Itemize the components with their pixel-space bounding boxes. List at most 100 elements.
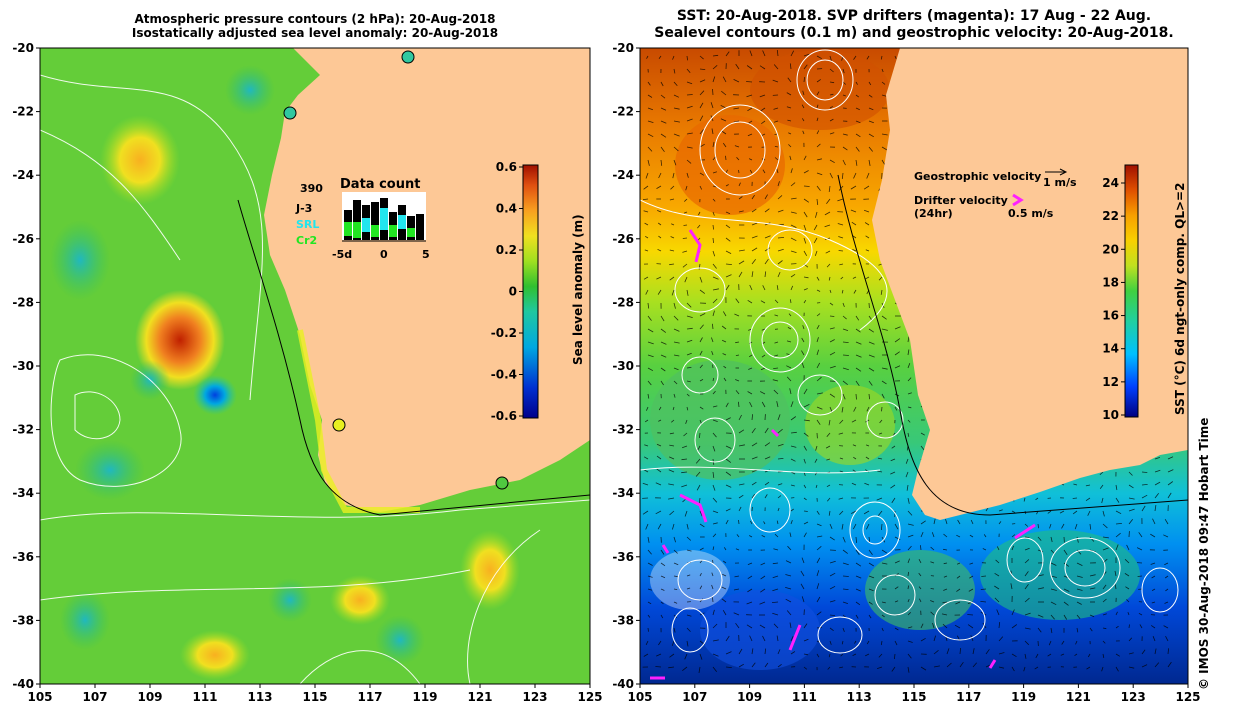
inset-tick-5: 5 bbox=[422, 248, 430, 261]
drifter-velocity-period: (24hr) bbox=[914, 207, 953, 220]
left-lat-tick: -24 bbox=[12, 168, 34, 182]
left-lat-tick: -20 bbox=[12, 41, 34, 55]
right-title-line2: Sealevel contours (0.1 m) and geostrophi… bbox=[654, 25, 1174, 41]
mission-label-cr2: Cr2 bbox=[296, 234, 317, 247]
left-lat-tick: -22 bbox=[12, 105, 34, 119]
left-lon-tick: 119 bbox=[412, 690, 437, 704]
mission-label-j3: J-3 bbox=[295, 202, 312, 215]
left-lon-tick: 109 bbox=[137, 690, 162, 704]
credit-text: © IMOS 30-Aug-2018 09:47 Hobart Time bbox=[1197, 417, 1211, 690]
left-lon-tick: 111 bbox=[192, 690, 217, 704]
right-map bbox=[640, 48, 1188, 684]
inset-tick-0: 0 bbox=[380, 248, 388, 261]
left-lon-tick: 125 bbox=[577, 690, 602, 704]
sla-colorbar-tick: 0.2 bbox=[496, 243, 517, 257]
sla-colorbar-tick: 0 bbox=[509, 285, 517, 299]
left-title-line2: Isostatically adjusted sea level anomaly… bbox=[131, 26, 499, 40]
left-lon-tick: 117 bbox=[357, 690, 382, 704]
left-lat-tick: -38 bbox=[12, 613, 34, 627]
svp-drifters bbox=[650, 229, 1036, 680]
right-lat-tick: -36 bbox=[612, 550, 634, 564]
left-lon-tick: 105 bbox=[27, 690, 52, 704]
sla-colorbar-label: Sea level anomaly (m) bbox=[571, 214, 585, 365]
data-count-total: 390 bbox=[300, 182, 323, 195]
right-lon-tick: 125 bbox=[1175, 690, 1200, 704]
sla-colorbar-tick: 0.6 bbox=[496, 160, 517, 174]
left-lon-tick: 107 bbox=[82, 690, 107, 704]
right-lat-tick: -22 bbox=[612, 105, 634, 119]
right-lat-tick: -24 bbox=[612, 168, 634, 182]
right-lon-tick: 115 bbox=[901, 690, 926, 704]
velocity-legend: Geostrophic velocity 1 m/s Drifter veloc… bbox=[914, 168, 1077, 220]
geo-velocity-label: Geostrophic velocity bbox=[914, 170, 1041, 183]
geo-arrowhead-icon bbox=[1059, 168, 1068, 176]
left-lat-tick: -36 bbox=[12, 550, 34, 564]
sst-colorbar-tick: 22 bbox=[1102, 209, 1119, 223]
sst-colorbar-tick: 10 bbox=[1102, 408, 1119, 422]
right-lon-tick: 119 bbox=[1011, 690, 1036, 704]
right-lat-tick: -30 bbox=[612, 359, 634, 373]
right-lon-tick: 121 bbox=[1066, 690, 1091, 704]
right-lon-tick: 111 bbox=[792, 690, 817, 704]
sst-colorbar-label: SST (°C) 6d ngt-only comp. QL>=2 bbox=[1173, 183, 1187, 415]
sst-colorbar-tick: 18 bbox=[1102, 275, 1119, 289]
data-count-inset: 390 Data count J-3 SRL Cr2 -5d 0 5 bbox=[295, 177, 430, 261]
right-lon-tick: 123 bbox=[1121, 690, 1146, 704]
sst-colorbar-tick: 14 bbox=[1102, 342, 1119, 356]
mission-label-srl: SRL bbox=[296, 218, 319, 231]
sst-colorbar-tick: 20 bbox=[1102, 242, 1119, 256]
right-lon-tick: 109 bbox=[737, 690, 762, 704]
left-lat-tick: -32 bbox=[12, 423, 34, 437]
sst-colorbar-tick: 16 bbox=[1102, 309, 1119, 323]
drifter-arrow-icon bbox=[1012, 193, 1024, 207]
geo-velocity-scale: 1 m/s bbox=[1043, 176, 1077, 189]
left-panel-title: Atmospheric pressure contours (2 hPa): 2… bbox=[40, 12, 590, 40]
sla-colorbar-tick: -0.2 bbox=[491, 326, 517, 340]
land-australia bbox=[264, 48, 590, 512]
right-panel-title: SST: 20-Aug-2018. SVP drifters (magenta)… bbox=[640, 8, 1188, 42]
sst-colorbar: 24 22 20 18 16 14 12 10 SST (°C) 6d ngt-only co… bbox=[1102, 164, 1187, 422]
left-lat-tick: -34 bbox=[12, 486, 34, 500]
left-lon-tick: 113 bbox=[247, 690, 272, 704]
drifter-velocity-label: Drifter velocity bbox=[914, 194, 1008, 207]
right-lon-tick: 117 bbox=[956, 690, 981, 704]
right-lat-tick: -20 bbox=[612, 41, 634, 55]
sla-colorbar-tick: 0.4 bbox=[496, 202, 517, 216]
left-lat-tick: -28 bbox=[12, 295, 34, 309]
left-lon-tick: 115 bbox=[302, 690, 327, 704]
left-title-line1: Atmospheric pressure contours (2 hPa): 2… bbox=[134, 12, 496, 26]
right-lat-tick: -34 bbox=[612, 486, 634, 500]
sst-colorbar-tick: 24 bbox=[1102, 176, 1119, 190]
sla-low-anomaly bbox=[193, 375, 237, 415]
sla-colorbar-tick: -0.4 bbox=[491, 368, 517, 382]
data-count-title: Data count bbox=[340, 177, 420, 192]
left-lat-tick: -26 bbox=[12, 232, 34, 246]
right-title-line1: SST: 20-Aug-2018. SVP drifters (magenta)… bbox=[676, 8, 1152, 24]
right-axes: 105 107 109 111 113 115 117 119 121 123 125 -20 -22 -… bbox=[612, 41, 1200, 704]
left-lon-tick: 121 bbox=[467, 690, 492, 704]
right-lon-tick: 113 bbox=[847, 690, 872, 704]
land-australia-right bbox=[872, 48, 1188, 520]
sla-high-anomaly bbox=[100, 115, 180, 205]
sla-colorbar: 0.6 0.4 0.2 0 -0.2 -0.4 -0.6 Sea level anomaly… bbox=[491, 160, 585, 423]
sla-colorbar-tick: -0.6 bbox=[491, 409, 517, 423]
inset-tick-m5: -5d bbox=[332, 248, 352, 261]
drifter-velocity-scale: 0.5 m/s bbox=[1008, 207, 1054, 220]
left-lat-tick: -40 bbox=[12, 677, 34, 691]
right-lon-tick: 105 bbox=[627, 690, 652, 704]
right-lat-tick: -32 bbox=[612, 423, 634, 437]
left-map bbox=[40, 48, 590, 684]
data-count-bars bbox=[342, 192, 426, 242]
left-lat-tick: -30 bbox=[12, 359, 34, 373]
pressure-contours bbox=[40, 74, 590, 684]
left-axes: 105 107 109 111 113 115 117 119 121 123 125 -20 -22 -… bbox=[12, 41, 602, 704]
right-lat-tick: -38 bbox=[612, 613, 634, 627]
right-lat-tick: -28 bbox=[612, 295, 634, 309]
sealevel-contours bbox=[640, 49, 1179, 654]
right-lat-tick: -26 bbox=[612, 232, 634, 246]
right-lat-tick: -40 bbox=[612, 677, 634, 691]
right-lon-tick: 107 bbox=[682, 690, 707, 704]
left-lon-tick: 123 bbox=[522, 690, 547, 704]
sst-colorbar-tick: 12 bbox=[1102, 375, 1119, 389]
